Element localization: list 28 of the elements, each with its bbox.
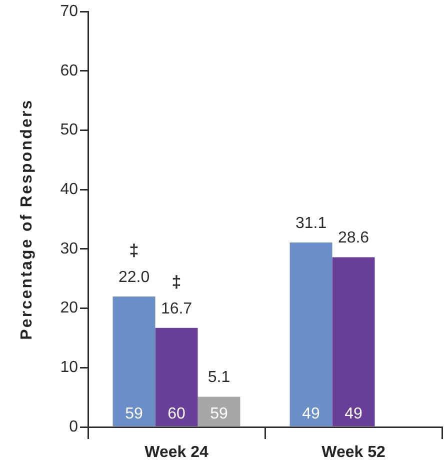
annotation: 59 bbox=[210, 405, 228, 422]
y-tick-label: 60 bbox=[60, 62, 78, 80]
annotation: 59 bbox=[125, 405, 144, 422]
y-tick-label: 10 bbox=[60, 359, 78, 376]
y-tick-label: 0 bbox=[69, 418, 78, 436]
annotation: 49 bbox=[344, 405, 362, 422]
bar bbox=[155, 328, 198, 426]
x-tick-label: Week 24 bbox=[144, 444, 208, 462]
data-label: 28.6 bbox=[338, 230, 370, 247]
y-tick-label: 40 bbox=[60, 181, 78, 198]
bar bbox=[290, 242, 332, 426]
y-tick-label: 50 bbox=[60, 122, 78, 139]
annotation: ‡ bbox=[172, 272, 182, 292]
data-label: 31.1 bbox=[295, 214, 327, 232]
y-tick-label: 70 bbox=[60, 3, 78, 20]
bar bbox=[198, 396, 240, 426]
x-tick-label: Week 52 bbox=[322, 444, 386, 462]
annotation: 60 bbox=[168, 405, 186, 422]
data-label: 22.0 bbox=[118, 268, 150, 286]
bar bbox=[112, 296, 156, 426]
data-label: 16.7 bbox=[160, 300, 192, 318]
y-tick-label: 20 bbox=[60, 300, 78, 317]
bar bbox=[332, 257, 375, 426]
annotation: ‡ bbox=[129, 241, 139, 260]
y-axis-title: Percentage of Responders bbox=[18, 98, 36, 340]
annotation: 49 bbox=[302, 405, 320, 422]
data-label: 5.1 bbox=[208, 369, 230, 386]
y-tick-label: 30 bbox=[60, 240, 78, 258]
